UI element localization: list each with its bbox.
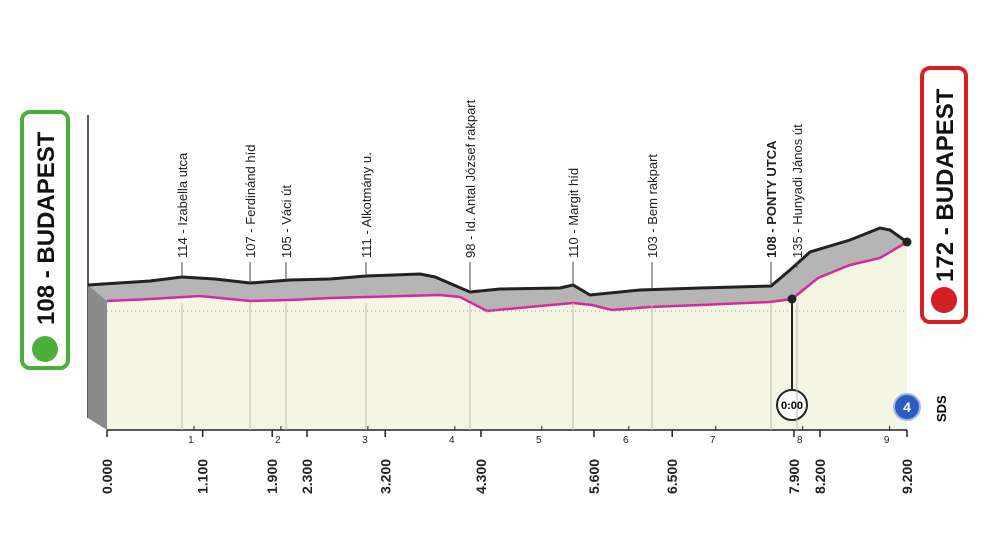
place-label: 105 - Váci út bbox=[279, 185, 294, 258]
place-label: 103 - Bem rakpart bbox=[645, 154, 660, 258]
distance-label: 2.300 bbox=[299, 459, 315, 494]
timer-icon bbox=[776, 389, 808, 421]
finish-icon bbox=[931, 287, 957, 313]
km-tick-label: 9 bbox=[884, 435, 890, 446]
km-tick-label: 4 bbox=[449, 435, 455, 446]
km-tick-label: 7 bbox=[710, 435, 716, 446]
distance-label: 7.900 bbox=[786, 459, 802, 494]
distance-label: 3.200 bbox=[377, 459, 393, 494]
place-label: 110 - Margit híd bbox=[566, 168, 581, 258]
start-label: 108 - BUDAPEST bbox=[33, 131, 60, 325]
km-tick-label: 1 bbox=[188, 435, 194, 446]
km-tick-label: 3 bbox=[362, 435, 368, 446]
km-tick-label: 2 bbox=[275, 435, 281, 446]
route-line bbox=[106, 240, 908, 313]
profile-band bbox=[88, 228, 907, 311]
sds-label: SDS bbox=[934, 395, 949, 422]
badge bbox=[893, 393, 921, 421]
place-label: 108 - PONTY UTCA bbox=[764, 140, 779, 258]
profile: 0:00 4 SDS bbox=[87, 115, 949, 431]
profile-side bbox=[88, 285, 107, 430]
start-icon bbox=[32, 336, 58, 362]
finish-label: 172 - BUDAPEST bbox=[932, 88, 959, 282]
distance-label: 0.000 bbox=[99, 459, 115, 494]
place-label: 111 - Alkotmány u. bbox=[359, 152, 374, 258]
distance-label: 9.200 bbox=[899, 459, 915, 494]
profile-area bbox=[107, 242, 907, 430]
km-tick-label: 5 bbox=[536, 435, 542, 446]
timer-label: 0:00 bbox=[781, 400, 803, 412]
distance-label: 6.500 bbox=[664, 459, 680, 494]
place-label: 114 - Izabella utca bbox=[175, 152, 190, 258]
distance-label: 8.200 bbox=[812, 459, 828, 494]
finish-point bbox=[902, 237, 912, 247]
profile-edge bbox=[87, 226, 908, 297]
distance-label: 4.300 bbox=[473, 459, 489, 494]
km-tick-label: 6 bbox=[623, 435, 629, 446]
timer-point bbox=[787, 294, 797, 304]
km-tick-label: 8 bbox=[797, 435, 803, 446]
distance-label: 1.100 bbox=[195, 459, 211, 494]
distance-label: 5.600 bbox=[586, 459, 602, 494]
place-label: 135 - Hunyadi János út bbox=[790, 124, 805, 258]
badge-label: 4 bbox=[903, 399, 911, 415]
distance-label: 1.900 bbox=[264, 459, 280, 494]
finish-box bbox=[920, 66, 968, 324]
start-box bbox=[20, 110, 70, 370]
place-label: 107 - Ferdinánd híd bbox=[243, 145, 258, 258]
place-label: 98 - Id. Antal József rakpart bbox=[463, 99, 478, 258]
